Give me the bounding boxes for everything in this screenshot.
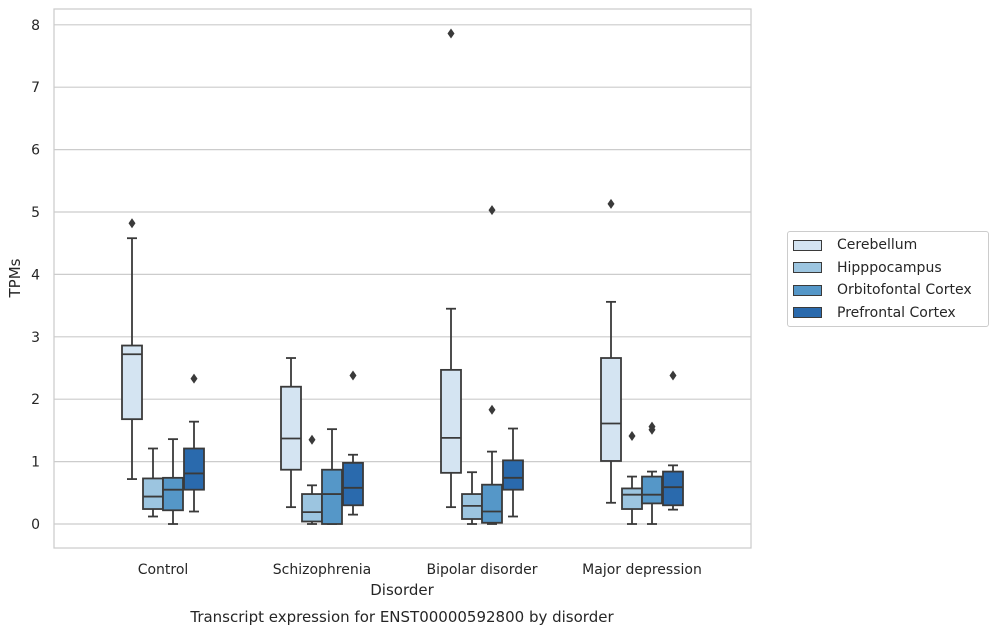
x-tick-label: Control xyxy=(138,562,189,578)
iqr-box xyxy=(183,447,205,491)
legend-swatch xyxy=(793,307,822,318)
outlier-point xyxy=(190,373,198,384)
legend-item: Prefrontal Cortex xyxy=(793,303,956,323)
outlier-point xyxy=(447,28,455,39)
iqr-box xyxy=(600,357,622,462)
iqr-box xyxy=(121,344,143,421)
outlier-point xyxy=(128,218,136,229)
box-cerebellum xyxy=(600,198,622,504)
iqr-box xyxy=(481,483,503,524)
box-prefrontal-cortex xyxy=(502,427,524,518)
box-orbitofontal-cortex xyxy=(321,428,343,525)
box-cerebellum xyxy=(280,357,302,509)
outlier-point xyxy=(669,370,677,381)
y-tick-label: 6 xyxy=(31,143,40,159)
box-cerebellum xyxy=(121,218,143,480)
x-tick-labels: Control Schizophrenia Bipolar disorder Majo… xyxy=(138,562,702,578)
y-tick-label: 0 xyxy=(31,517,40,533)
y-tick-label: 7 xyxy=(31,80,40,96)
box-prefrontal-cortex xyxy=(183,373,205,513)
box-orbitofontal-cortex xyxy=(641,421,663,525)
outlier-point xyxy=(488,205,496,216)
legend-label: Orbitofontal Cortex xyxy=(837,282,972,298)
box-cerebellum xyxy=(440,28,462,509)
iqr-box xyxy=(321,468,343,525)
legend-item: Hipppocampus xyxy=(793,258,942,278)
iqr-box xyxy=(662,470,684,507)
legend-item: Cerebellum xyxy=(793,235,917,255)
chart-title: Transcript expression for ENST0000059280… xyxy=(189,608,614,626)
legend-label: Prefrontal Cortex xyxy=(837,304,956,321)
legend-swatch xyxy=(793,262,822,273)
iqr-box xyxy=(621,487,643,510)
box-prefrontal-cortex xyxy=(342,370,364,516)
box-hipppocampus xyxy=(142,447,164,518)
iqr-box xyxy=(641,475,663,505)
legend-label: Hipppocampus xyxy=(837,259,942,276)
outlier-point xyxy=(607,198,615,209)
outlier-point xyxy=(648,421,656,432)
y-tick-label: 3 xyxy=(31,330,40,346)
chart-legend: Cerebellum Hipppocampus Orbitofontal Corte… xyxy=(787,231,989,327)
box-prefrontal-cortex xyxy=(662,370,684,511)
iqr-box xyxy=(162,476,184,512)
box-series-group xyxy=(121,28,684,525)
y-tick-label: 8 xyxy=(31,18,40,34)
x-tick-label: Bipolar disorder xyxy=(426,562,537,578)
legend-swatch xyxy=(793,284,822,296)
box-hipppocampus xyxy=(461,471,483,525)
iqr-box xyxy=(301,493,323,523)
box-hipppocampus xyxy=(621,431,643,525)
y-tick-label: 5 xyxy=(31,205,40,221)
legend-swatch xyxy=(793,239,822,251)
outlier-point xyxy=(349,370,357,381)
y-tick-label: 4 xyxy=(31,267,40,283)
legend-item: Orbitofontal Cortex xyxy=(793,280,972,300)
iqr-box xyxy=(142,477,164,510)
iqr-box xyxy=(440,368,462,474)
outlier-point xyxy=(628,431,636,442)
box-hipppocampus xyxy=(301,434,323,525)
y-tick-labels: 0 1 2 3 4 5 6 7 8 xyxy=(31,18,40,533)
x-tick-label: Major depression xyxy=(582,562,702,578)
iqr-box xyxy=(502,459,524,491)
box-orbitofontal-cortex xyxy=(162,438,184,525)
y-gridlines xyxy=(54,24,751,525)
outlier-point xyxy=(308,434,316,445)
iqr-box xyxy=(280,385,302,471)
outlier-point xyxy=(488,404,496,415)
x-axis-label: Disorder xyxy=(370,581,434,599)
box-orbitofontal-cortex xyxy=(481,205,503,525)
y-tick-label: 2 xyxy=(31,392,40,408)
x-tick-label: Schizophrenia xyxy=(273,562,371,578)
plot-area-frame xyxy=(53,8,752,549)
iqr-box xyxy=(342,461,364,507)
legend-label: Cerebellum xyxy=(837,237,918,253)
y-axis-label: TPMs xyxy=(6,258,24,298)
y-tick-label: 1 xyxy=(31,455,40,471)
